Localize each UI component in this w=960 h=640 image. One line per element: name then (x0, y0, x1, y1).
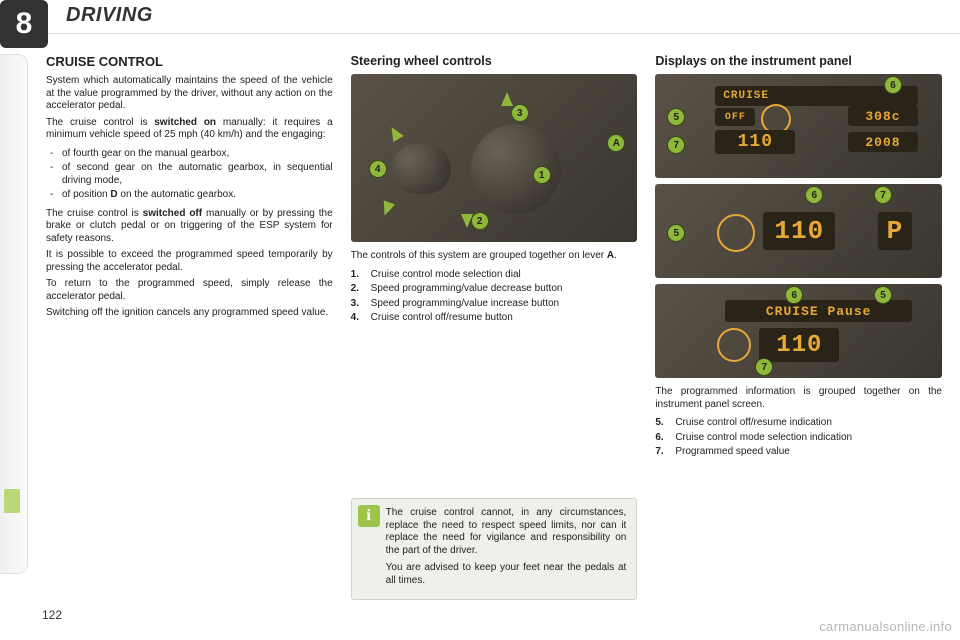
stalk-body (391, 144, 451, 194)
col3-li6: 6.Cruise control mode selection indicati… (655, 432, 942, 445)
col1-p1: System which automatically maintains the… (46, 75, 333, 113)
column-instrument-panel: Displays on the instrument panel CRUISE … (655, 54, 942, 600)
col2-controls-list: 1.Cruise control mode selection dial 2.S… (351, 269, 638, 327)
figure-steering-lever: A 1 2 3 4 (351, 74, 638, 242)
info-p2: You are advised to keep your feet near t… (386, 562, 627, 587)
page-header: 8 DRIVING (0, 0, 960, 34)
figure-panel-1: CRUISE OFF 308c 110 2008 5 6 7 (655, 74, 942, 178)
lcd-speed3: 110 (759, 328, 839, 362)
p1-callout-5: 5 (667, 108, 685, 126)
lcd-off: OFF (715, 108, 755, 126)
p2-callout-7: 7 (874, 186, 892, 204)
col1-p4: It is possible to exceed the programmed … (46, 249, 333, 274)
col1-p6: Switching off the ignition cancels any p… (46, 307, 333, 320)
lcd-year: 2008 (848, 132, 918, 152)
callout-1: 1 (533, 166, 551, 184)
speedo-icon-2 (717, 214, 755, 252)
content-grid: CRUISE CONTROL System which automaticall… (46, 54, 942, 600)
callout-A: A (607, 134, 625, 152)
col3-li7: 7.Programmed speed value (655, 446, 942, 459)
col2-li2-text: Speed programming/value decrease button (371, 283, 563, 294)
figure-panel-2: 110 P 5 6 7 (655, 184, 942, 278)
col2-li4: 4.Cruise control off/resume button (351, 312, 638, 325)
lcd-speed1: 110 (715, 130, 795, 154)
p3-callout-5: 5 (874, 286, 892, 304)
col1-li2: of second gear on the automatic gearbox,… (46, 162, 333, 187)
watermark: carmanualsonline.info (819, 619, 952, 634)
col3-display-list: 5.Cruise control off/resume indication 6… (655, 417, 942, 461)
col1-p5: To return to the programmed speed, simpl… (46, 278, 333, 303)
header-title: DRIVING (66, 4, 153, 27)
column-steering-controls: Steering wheel controls A 1 2 3 4 The co… (351, 54, 638, 600)
col2-title: Steering wheel controls (351, 54, 638, 68)
column-cruise-control: CRUISE CONTROL System which automaticall… (46, 54, 333, 600)
col1-p2: The cruise control is switched on manual… (46, 117, 333, 142)
chapter-badge: 8 (0, 0, 48, 48)
col2-li4-text: Cruise control off/resume button (371, 312, 513, 323)
page-number: 122 (42, 608, 62, 622)
info-box: i The cruise control cannot, in any circ… (351, 498, 638, 600)
p1-callout-6: 6 (884, 76, 902, 94)
chapter-number: 8 (16, 7, 33, 41)
col1-li1: of fourth gear on the manual gearbox, (46, 148, 333, 161)
speedo-icon-3 (717, 328, 751, 362)
col2-li2: 2.Speed programming/value decrease butto… (351, 283, 638, 296)
lcd-speed2: 110 (763, 212, 835, 250)
col1-li3c: on the automatic gearbox. (118, 189, 236, 200)
figure-panel-3: CRUISE Pause 110 6 5 7 (655, 284, 942, 378)
col1-conditions-list: of fourth gear on the manual gearbox, of… (46, 148, 333, 204)
col3-li6-text: Cruise control mode selection indication (675, 432, 852, 443)
col3-li5-text: Cruise control off/resume indication (675, 417, 832, 428)
col2-li3: 3.Speed programming/value increase butto… (351, 298, 638, 311)
p2-callout-5: 5 (667, 224, 685, 242)
lcd-temp: 308c (848, 106, 918, 126)
callout-4: 4 (369, 160, 387, 178)
lcd-gear: P (878, 212, 912, 250)
arrow-up-icon (501, 92, 513, 106)
callout-2: 2 (471, 212, 489, 230)
col2-p1c: . (614, 250, 617, 261)
col3-p1: The programmed information is grouped to… (655, 386, 942, 411)
callout-3: 3 (511, 104, 529, 122)
arrow-up2-icon (386, 124, 403, 142)
col1-li3: of position D on the automatic gearbox. (46, 189, 333, 202)
col1-p3b: switched off (143, 208, 202, 219)
p3-callout-7: 7 (755, 358, 773, 376)
col1-li3a: of position (62, 189, 110, 200)
col3-li7-text: Programmed speed value (675, 446, 790, 457)
col1-p2a: The cruise control is (46, 117, 154, 128)
side-tab (0, 54, 28, 574)
arrow-down2-icon (379, 200, 395, 217)
col2-p1: The controls of this system are grouped … (351, 250, 638, 263)
col1-p3a: The cruise control is (46, 208, 143, 219)
info-icon: i (358, 505, 380, 527)
col1-p2b: switched on (154, 117, 216, 128)
col2-li1: 1.Cruise control mode selection dial (351, 269, 638, 282)
col2-li1-text: Cruise control mode selection dial (371, 269, 521, 280)
col2-li3-text: Speed programming/value increase button (371, 298, 559, 309)
info-p1: The cruise control cannot, in any circum… (386, 507, 627, 557)
col2-p1a: The controls of this system are grouped … (351, 250, 607, 261)
col3-li5: 5.Cruise control off/resume indication (655, 417, 942, 430)
p1-callout-7: 7 (667, 136, 685, 154)
col1-p3: The cruise control is switched off manua… (46, 208, 333, 246)
p2-callout-6: 6 (805, 186, 823, 204)
col1-title: CRUISE CONTROL (46, 54, 333, 69)
col3-title: Displays on the instrument panel (655, 54, 942, 68)
col1-li3b: D (110, 189, 117, 200)
